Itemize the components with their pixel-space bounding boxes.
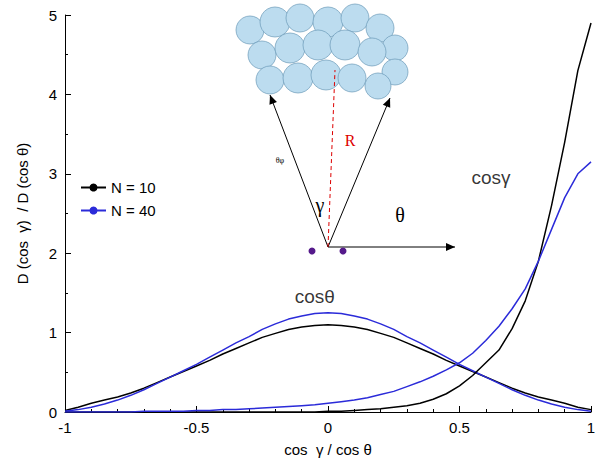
svg-text:θφ: θφ: [276, 156, 285, 165]
svg-text:θ: θ: [395, 204, 405, 226]
svg-text:cosγ: cosγ: [472, 167, 512, 188]
svg-text:1: 1: [49, 324, 57, 341]
svg-text:1: 1: [587, 419, 595, 436]
svg-text:γ: γ: [315, 194, 325, 217]
svg-text:5: 5: [49, 7, 57, 24]
svg-text:N = 10: N = 10: [111, 179, 156, 196]
svg-text:cosθ: cosθ: [295, 286, 335, 307]
svg-text:D (cos γ) / D (cos θ): D (cos γ) / D (cos θ): [14, 143, 31, 285]
svg-text:-1: -1: [58, 419, 71, 436]
svg-text:0: 0: [324, 419, 332, 436]
svg-text:R: R: [345, 132, 356, 149]
svg-text:4: 4: [49, 86, 57, 103]
svg-text:N = 40: N = 40: [111, 202, 156, 219]
svg-text:2: 2: [49, 245, 57, 262]
svg-text:3: 3: [49, 165, 57, 182]
svg-text:-0.5: -0.5: [184, 419, 210, 436]
svg-text:0.5: 0.5: [449, 419, 470, 436]
svg-text:cos γ / cos θ: cos γ / cos θ: [284, 441, 372, 458]
svg-text:0: 0: [49, 404, 57, 421]
